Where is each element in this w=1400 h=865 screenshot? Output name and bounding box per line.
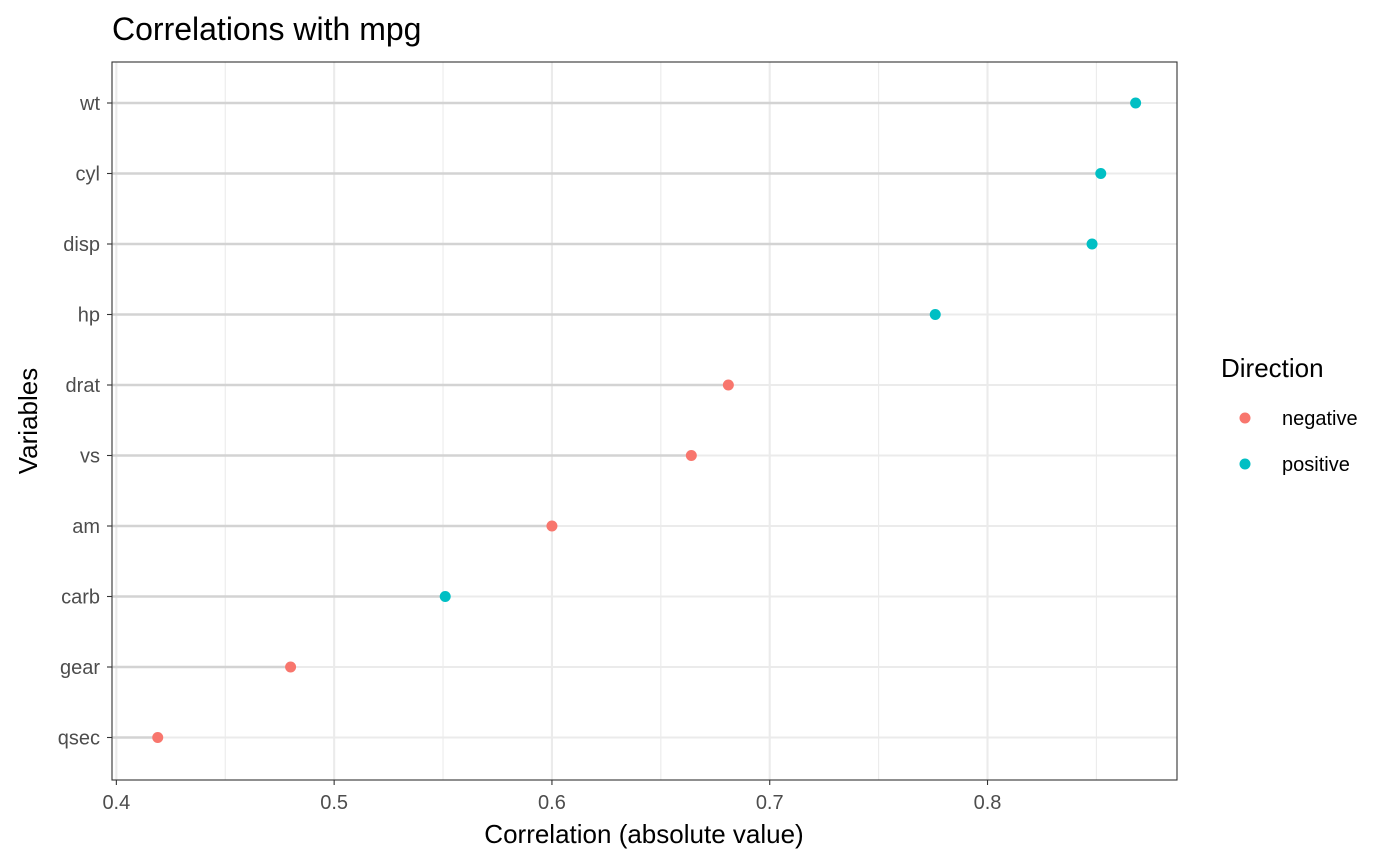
y-tick-label: carb xyxy=(61,587,100,609)
legend-items: negative positive xyxy=(1239,408,1358,476)
y-axis: wt cyl disp hp drat vs am carb gear qsec xyxy=(58,93,112,750)
y-tick-label: vs xyxy=(80,446,100,468)
legend-label-negative: negative xyxy=(1282,408,1358,430)
y-tick-label: drat xyxy=(66,375,101,397)
y-tick-label: qsec xyxy=(58,728,100,750)
y-tick-label: disp xyxy=(63,234,100,256)
data-point-qsec xyxy=(152,732,164,743)
x-tick-label: 0.4 xyxy=(102,792,130,814)
data-point-carb xyxy=(439,591,451,602)
data-point-am xyxy=(546,520,558,532)
data-point-vs xyxy=(685,450,697,461)
lollipop-segments xyxy=(112,101,1136,739)
data-point-cyl xyxy=(1095,168,1107,179)
y-tick-label: cyl xyxy=(76,164,100,186)
minor-grid xyxy=(224,62,1097,780)
x-tick-label: 0.7 xyxy=(756,792,784,814)
y-axis-title: Variables xyxy=(13,368,43,474)
x-axis-title: Correlation (absolute value) xyxy=(484,819,803,849)
y-tick-label: wt xyxy=(79,93,100,115)
legend-label-positive: positive xyxy=(1282,454,1350,476)
y-tick-label: am xyxy=(72,516,100,538)
y-tick-label: hp xyxy=(78,305,100,327)
plot-border xyxy=(111,61,1178,781)
x-tick-label: 0.5 xyxy=(320,792,348,814)
x-tick-label: 0.8 xyxy=(974,792,1002,814)
x-tick-label: 0.6 xyxy=(538,792,566,814)
legend-key-positive xyxy=(1239,458,1251,470)
y-tick-label: gear xyxy=(60,657,100,679)
plot-panel xyxy=(112,62,1177,780)
chart-title: Correlations with mpg xyxy=(112,11,421,47)
data-points xyxy=(152,97,1142,743)
data-point-gear xyxy=(285,661,297,673)
x-axis: 0.4 0.5 0.6 0.7 0.8 xyxy=(102,780,1001,814)
data-point-hp xyxy=(929,309,941,320)
data-point-disp xyxy=(1086,238,1098,250)
legend-key-negative xyxy=(1239,412,1251,424)
legend-title: Direction xyxy=(1221,353,1324,383)
data-point-wt xyxy=(1130,97,1142,109)
legend: Direction negative positive xyxy=(1221,353,1358,476)
data-point-drat xyxy=(722,379,734,391)
